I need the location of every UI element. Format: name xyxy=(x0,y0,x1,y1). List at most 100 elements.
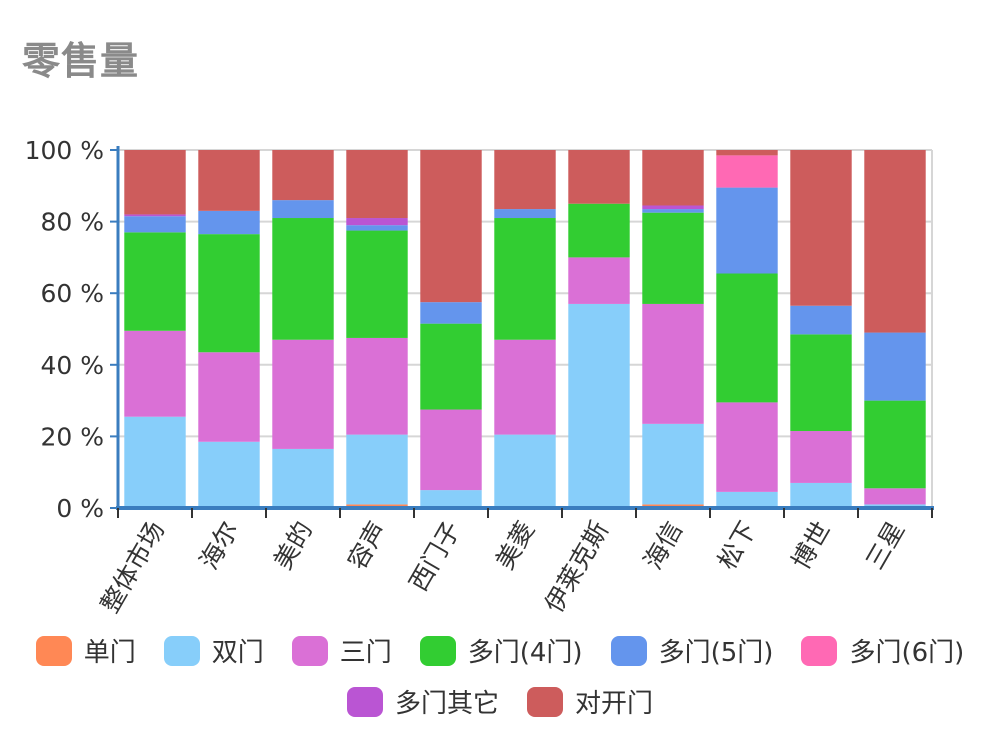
bar-segment xyxy=(864,488,926,505)
chart-title: 零售量 xyxy=(22,39,140,83)
bar-segment xyxy=(124,214,186,217)
bar-segment xyxy=(790,150,852,306)
bar-segment xyxy=(494,218,556,340)
bar-segment xyxy=(790,334,852,432)
bar-segment xyxy=(198,150,260,211)
legend-item[interactable]: 双门 xyxy=(163,632,264,669)
bar-segment xyxy=(864,400,926,489)
x-tick-label: 松下 xyxy=(712,517,762,575)
bar-segment xyxy=(568,303,630,508)
legend-label: 多门(4门) xyxy=(467,638,583,668)
legend-swatch xyxy=(163,635,200,666)
legend-label: 多门其它 xyxy=(394,689,499,719)
legend-label: 多门(5门) xyxy=(658,638,774,668)
y-tick-label: 60 % xyxy=(40,279,104,308)
bar-segment xyxy=(124,416,186,508)
bar-segment xyxy=(642,423,704,505)
bar-segment xyxy=(124,232,186,331)
x-tick-label: 三星 xyxy=(860,517,910,575)
legend-swatch xyxy=(291,635,328,666)
legend-label: 三门 xyxy=(339,638,392,668)
bar-segment xyxy=(346,150,408,219)
legend: 单门 双门 三门 多门(4门) 多门(5门) 多门(6门) 多门其它 对开门 xyxy=(0,632,1000,720)
bar-segment xyxy=(198,210,260,235)
bar-segment xyxy=(864,332,926,401)
bar-segment xyxy=(346,434,408,505)
legend-label: 单门 xyxy=(83,638,136,668)
x-tick-label: 西门子 xyxy=(404,517,467,596)
bar-segment xyxy=(716,273,778,403)
bar-segment xyxy=(716,402,778,492)
bar-segment xyxy=(642,205,704,210)
bar-segment xyxy=(420,490,482,508)
legend-item[interactable]: 多门(5门) xyxy=(610,632,774,669)
bar-segment xyxy=(272,448,334,507)
bar-segment xyxy=(790,431,852,483)
bar-segment xyxy=(124,216,186,233)
legend-swatch xyxy=(801,635,838,666)
bar-segment xyxy=(420,150,482,303)
bar-segment xyxy=(864,150,926,333)
legend-item[interactable]: 多门其它 xyxy=(346,683,499,720)
bar-segment xyxy=(272,150,334,201)
bar-segment xyxy=(494,339,556,435)
bar-segment xyxy=(642,150,704,206)
legend-swatch xyxy=(346,686,383,717)
bar-segment xyxy=(642,303,704,424)
bar-segment xyxy=(272,200,334,219)
x-tick-label: 博世 xyxy=(786,517,836,575)
bar-segment xyxy=(790,305,852,335)
x-tick-label: 海尔 xyxy=(194,517,244,575)
x-tick-label: 容声 xyxy=(342,517,392,575)
bar-segment xyxy=(346,225,408,231)
x-tick-label: 美菱 xyxy=(490,517,540,575)
bar-segment xyxy=(568,150,630,204)
bar-segment xyxy=(124,330,186,417)
bar-segment xyxy=(494,434,556,508)
bar-segment xyxy=(716,187,778,274)
legend-item[interactable]: 多门(6门) xyxy=(801,632,964,669)
legend-item[interactable]: 多门(4门) xyxy=(419,632,583,669)
x-tick-label: 美的 xyxy=(268,517,318,575)
bar-segment xyxy=(346,230,408,338)
y-tick-label: 40 % xyxy=(40,351,104,380)
y-tick-label: 100 % xyxy=(25,136,104,165)
legend-swatch xyxy=(527,686,563,717)
bar-segment xyxy=(494,209,556,219)
bar-segment xyxy=(420,302,482,324)
legend-item[interactable]: 单门 xyxy=(35,632,136,669)
bar-segment xyxy=(642,212,704,304)
bar-segment xyxy=(272,218,334,340)
bar-segment xyxy=(568,203,630,258)
bar-segment xyxy=(198,441,260,507)
x-tick-label: 整体市场 xyxy=(95,517,170,618)
x-tick-label: 伊莱克斯 xyxy=(539,517,614,618)
bar-segment xyxy=(124,150,186,215)
legend-label: 多门(6门) xyxy=(849,638,965,668)
y-tick-label: 20 % xyxy=(40,422,104,451)
y-tick-label: 0 % xyxy=(56,494,104,523)
bar-segment xyxy=(494,150,556,210)
legend-item[interactable]: 三门 xyxy=(291,632,392,669)
stacked-bar-chart: 0 % 20 % 40 % 60 % 80 % 100 % 整体市场 海尔 美的 容声 西门子 美菱伊… xyxy=(25,136,934,618)
bar-segment xyxy=(420,409,482,491)
bar-segment xyxy=(716,155,778,188)
bar-segment xyxy=(198,234,260,353)
bar-segment xyxy=(568,257,630,304)
legend-swatch xyxy=(610,635,647,666)
bar-segment xyxy=(346,337,408,435)
x-tick-label: 海信 xyxy=(638,517,688,575)
y-tick-label: 80 % xyxy=(40,208,104,237)
bar-segment xyxy=(716,150,778,156)
bar-segment xyxy=(790,482,852,508)
bar-segment xyxy=(346,218,408,226)
bar-segment xyxy=(420,323,482,410)
bar-segment xyxy=(198,352,260,442)
legend-label: 双门 xyxy=(211,638,264,668)
bar-segment xyxy=(642,209,704,213)
legend-swatch xyxy=(35,635,72,666)
bar-segment xyxy=(716,491,778,508)
bar-segment xyxy=(272,339,334,449)
legend-item[interactable]: 对开门 xyxy=(527,683,653,720)
legend-label: 对开门 xyxy=(575,689,654,719)
